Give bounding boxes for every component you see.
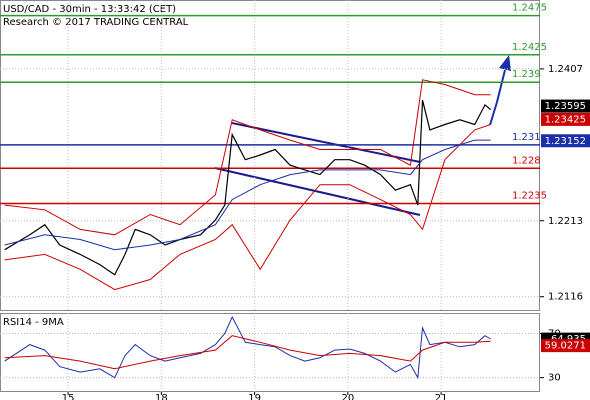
series-line	[4, 100, 491, 276]
rsi-panel-frame	[0, 313, 540, 392]
level-label: 1.2425	[512, 42, 547, 53]
x-tick-label: 20	[342, 393, 355, 400]
price-tag	[541, 112, 590, 126]
chart-title: USD/CAD - 30min - 13:33:42 (CET)	[3, 4, 176, 15]
price-tag-label: 1.23595	[545, 101, 586, 112]
price-tag	[541, 99, 590, 113]
arrow-head	[499, 55, 511, 71]
channel-lower	[214, 167, 421, 216]
x-tick-label: 19	[248, 393, 261, 400]
y-tick-label: 1.2213	[548, 216, 583, 227]
level-label: 1.228	[512, 155, 541, 166]
channel-upper	[231, 122, 421, 163]
y-tick-label: 30	[548, 373, 561, 384]
level-label: 1.2235	[512, 191, 547, 202]
price-tag	[541, 339, 590, 353]
forecast-arrow	[489, 55, 511, 126]
rsi-title: RSI14 - 9MA	[3, 317, 64, 328]
arrow-line	[489, 69, 506, 126]
price-tag	[541, 134, 590, 148]
x-tick-label: 15	[62, 393, 75, 400]
series-line	[4, 139, 491, 251]
trend-channel	[214, 122, 421, 216]
y-tick-label: 1.2407	[548, 64, 583, 75]
level-label: 1.239	[512, 69, 541, 80]
chart-subtitle: Research © 2017 TRADING CENTRAL	[3, 17, 189, 28]
level-label: 1.2475	[512, 3, 547, 14]
level-label: 1.231	[512, 132, 541, 143]
price-tag-label: 59.0271	[545, 341, 586, 352]
x-tick-label: 18	[155, 393, 168, 400]
price-tag-label: 1.23425	[545, 114, 586, 125]
series-line	[4, 124, 491, 291]
x-tick-label: 21	[435, 393, 448, 400]
series-line	[4, 79, 491, 236]
y-tick-label: 1.2116	[548, 292, 583, 303]
series-line	[4, 315, 491, 380]
price-tag-label: 1.23152	[545, 136, 586, 147]
series-line	[4, 335, 491, 370]
price-panel-frame	[0, 0, 540, 311]
